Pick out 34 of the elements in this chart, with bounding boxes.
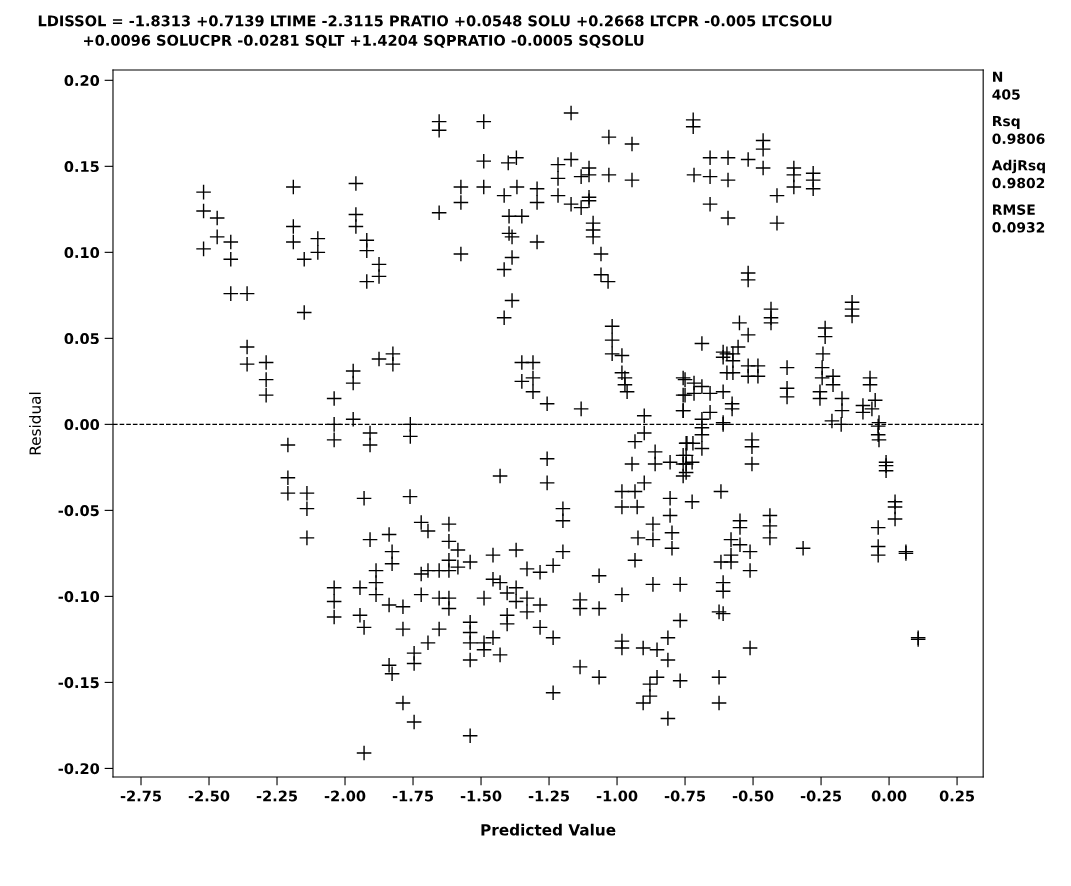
text: 0.9802 — [992, 177, 1045, 189]
x-axis-title: Predicted Value — [481, 823, 616, 836]
text: 405 — [992, 89, 1020, 100]
text: 0.0932 — [992, 222, 1045, 233]
x-tick-label: -0.25 — [800, 790, 842, 802]
x-tick-label: -2.75 — [120, 790, 162, 802]
text: AdjRsq — [991, 159, 1045, 174]
x-tick-label: -0.50 — [732, 790, 774, 802]
text: N — [993, 71, 1003, 82]
y-tick-label: -0.20 — [58, 763, 100, 775]
y-tick-label: 0.15 — [64, 161, 99, 173]
x-tick-label: -1.75 — [392, 790, 434, 802]
y-tick-label: -0.15 — [58, 677, 99, 689]
y-tick-label: 0.05 — [64, 333, 99, 345]
y-tick-label: 0.00 — [64, 419, 100, 431]
y-tick-label: 0.20 — [64, 75, 100, 87]
chart-title: LDISSOL = -1.8313 +0.7139 LTIME -2.3115 PRATIO +0.0548 SOLU +0.2668 LTCPR -0.005 LTCSOLU — [38, 15, 832, 27]
x-tick-label: -1.00 — [596, 790, 638, 802]
x-tick-label: -0.75 — [664, 790, 706, 802]
x-tick-label: -1.25 — [528, 790, 570, 802]
x-tick-label: -2.00 — [324, 790, 366, 802]
y-axis-title: Residual — [29, 392, 41, 455]
y-tick-label: 0.10 — [64, 247, 100, 259]
x-tick-label: 0.00 — [871, 790, 907, 802]
y-tick-label: -0.05 — [58, 505, 99, 517]
text: 0.9806 — [992, 133, 1045, 145]
x-tick-label: -2.25 — [256, 790, 298, 802]
y-tick-label: -0.10 — [58, 591, 100, 603]
chart-subtitle: +0.0096 SOLUCPR -0.0281 SQLT +1.4204 SQPRATIO -0.0005 SQSOLU — [84, 34, 644, 48]
x-tick-label: -1.50 — [460, 790, 502, 802]
x-tick-label: -2.50 — [188, 790, 230, 802]
text: RMSE — [993, 204, 1035, 215]
text: Rsq — [993, 115, 1020, 129]
x-tick-label: 0.25 — [939, 790, 975, 802]
